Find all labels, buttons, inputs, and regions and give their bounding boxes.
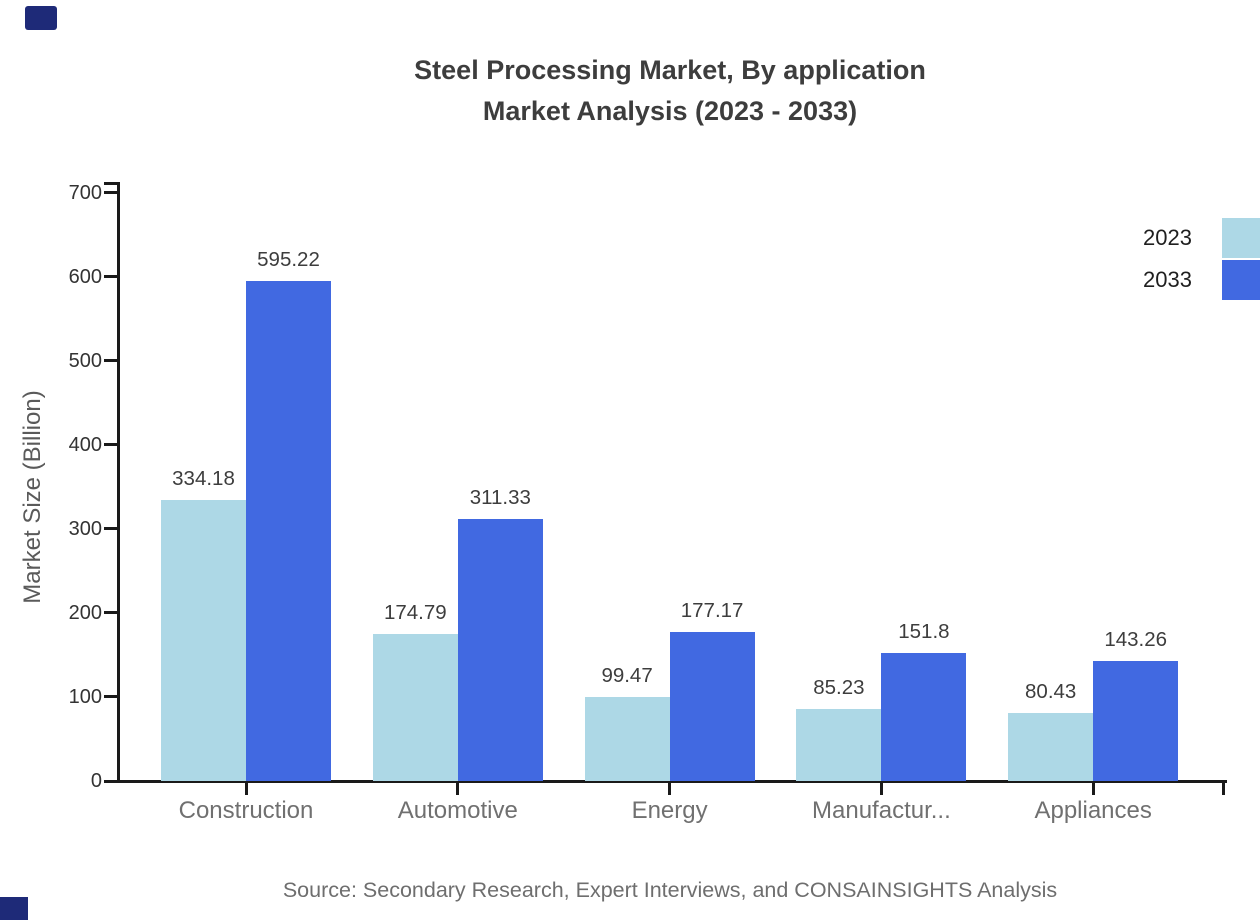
y-axis-top-cap-tick bbox=[104, 182, 118, 185]
bar-value-label: 99.47 bbox=[601, 664, 653, 688]
legend-label-2033: 2033 bbox=[1143, 267, 1192, 292]
bar-2023 bbox=[372, 634, 458, 781]
y-tick bbox=[104, 275, 118, 279]
bar-value-label: 85.23 bbox=[813, 676, 865, 700]
y-axis-title: Market Size (Billion) bbox=[19, 390, 46, 604]
bar-2023 bbox=[584, 697, 670, 781]
legend-swatch-2023 bbox=[1222, 218, 1260, 258]
category-label: Energy bbox=[631, 797, 708, 824]
chart-title-line2: Market Analysis (2023 - 2033) bbox=[482, 96, 858, 126]
category-label: Manufactur... bbox=[812, 797, 951, 824]
x-tick bbox=[244, 780, 248, 795]
y-tick bbox=[104, 779, 118, 783]
y-tick bbox=[104, 695, 118, 699]
y-tick-label: 100 bbox=[68, 685, 102, 708]
bar-value-label: 334.18 bbox=[172, 467, 235, 491]
source-note: Source: Secondary Research, Expert Inter… bbox=[282, 878, 1058, 902]
x-tick bbox=[668, 780, 672, 795]
y-tick bbox=[104, 359, 118, 363]
x-tick bbox=[879, 780, 883, 795]
bar-value-label: 80.43 bbox=[1025, 680, 1077, 704]
bar-2023 bbox=[1008, 713, 1094, 781]
bar-value-label: 177.17 bbox=[680, 599, 744, 623]
bar-2033 bbox=[457, 519, 543, 781]
bar-value-label: 174.79 bbox=[383, 601, 447, 625]
corner-accent-bottom-left bbox=[0, 897, 28, 920]
y-tick-label: 300 bbox=[68, 517, 102, 540]
y-tick bbox=[104, 527, 118, 531]
x-tick bbox=[456, 780, 460, 795]
x-axis-line bbox=[117, 780, 1227, 783]
bar-value-label: 311.33 bbox=[469, 486, 531, 510]
legend-label-2023: 2023 bbox=[1143, 225, 1192, 250]
bar-2033 bbox=[1093, 660, 1179, 781]
y-tick bbox=[104, 611, 118, 615]
y-tick-label: 500 bbox=[68, 349, 102, 372]
y-tick-label: 200 bbox=[68, 601, 102, 624]
category-label: Appliances bbox=[1034, 797, 1152, 824]
chart-title-line1: Steel Processing Market, By application bbox=[414, 55, 926, 85]
bar-2033 bbox=[246, 280, 331, 781]
bar-2033 bbox=[881, 653, 967, 781]
category-label: Automotive bbox=[397, 797, 518, 824]
bar-value-label: 595.22 bbox=[257, 247, 320, 271]
y-axis-line bbox=[117, 182, 120, 783]
y-tick-label: 0 bbox=[90, 770, 102, 792]
y-tick-label: 400 bbox=[68, 433, 102, 456]
x-tick bbox=[1091, 780, 1095, 795]
category-label: Construction bbox=[178, 797, 314, 824]
x-axis-end-tick bbox=[1222, 780, 1225, 795]
y-tick bbox=[104, 191, 118, 194]
legend-swatch-2033 bbox=[1222, 260, 1260, 300]
bar-value-label: 151.8 bbox=[898, 620, 950, 644]
y-tick-label: 700 bbox=[68, 181, 102, 204]
bar-2033 bbox=[669, 632, 755, 781]
corner-accent-top-left bbox=[25, 6, 57, 30]
y-tick-label: 600 bbox=[68, 265, 102, 288]
y-tick bbox=[104, 443, 118, 447]
bar-2023 bbox=[161, 500, 246, 781]
chart-title: Steel Processing Market, By application … bbox=[80, 50, 1260, 132]
bar-2023 bbox=[796, 709, 882, 781]
bar-value-label: 143.26 bbox=[1104, 627, 1168, 651]
